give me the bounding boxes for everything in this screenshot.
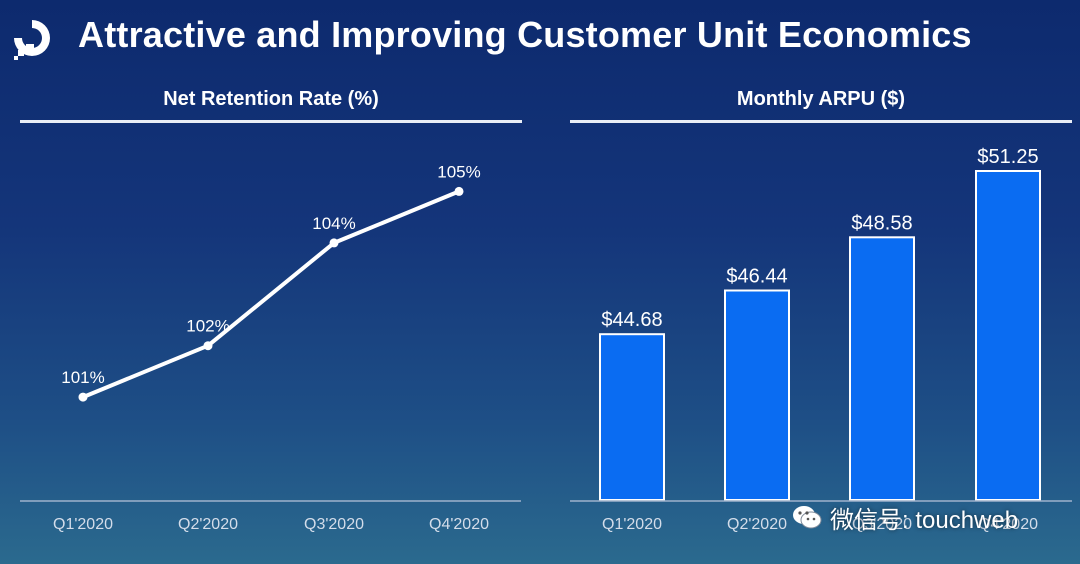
arpu-data-label: $46.44 bbox=[726, 266, 787, 288]
x-tick-label: Q3'2020 bbox=[852, 516, 912, 533]
page-title: Attractive and Improving Customer Unit E… bbox=[78, 14, 972, 55]
arpu-chart-title: Monthly ARPU ($) bbox=[736, 88, 906, 110]
watermark-text: 微信号: touchweb bbox=[830, 506, 1019, 534]
net-retention-data-label: 102% bbox=[186, 317, 229, 336]
arpu-bar bbox=[975, 170, 1041, 501]
wechat-watermark: 微信号: touchweb bbox=[790, 500, 1018, 534]
x-tick-label: Q1'2020 bbox=[602, 516, 662, 533]
wechat-icon bbox=[793, 506, 822, 529]
net-retention-panel: Net Retention Rate (%) bbox=[20, 82, 522, 123]
net-retention-data-label: 104% bbox=[312, 214, 355, 233]
arpu-bar bbox=[599, 333, 665, 502]
x-tick-label: Q3'2020 bbox=[304, 516, 364, 533]
net-retention-title-rule bbox=[20, 120, 522, 123]
arpu-title-rule bbox=[570, 120, 1072, 123]
net-retention-data-label: 101% bbox=[61, 368, 104, 387]
net-retention-data-label: 105% bbox=[437, 162, 480, 181]
arpu-bar bbox=[724, 289, 790, 501]
arpu-data-label: $48.58 bbox=[851, 212, 912, 234]
net-retention-series-line bbox=[82, 189, 460, 399]
net-retention-point bbox=[454, 186, 464, 196]
arpu-bar bbox=[849, 236, 915, 502]
net-retention-point bbox=[203, 341, 213, 351]
x-tick-label: Q2'2020 bbox=[178, 516, 238, 533]
net-retention-point bbox=[329, 238, 339, 248]
net-retention-chart-title: Net Retention Rate (%) bbox=[163, 88, 379, 110]
x-tick-label: Q2'2020 bbox=[727, 516, 787, 533]
x-tick-label: Q4'2020 bbox=[978, 516, 1038, 533]
arpu-data-label: $44.68 bbox=[601, 309, 662, 331]
digitalocean-logo-icon bbox=[14, 20, 50, 60]
arpu-data-label: $51.25 bbox=[977, 146, 1038, 168]
arpu-panel: Monthly ARPU ($) bbox=[570, 82, 1072, 123]
slide-header: Attractive and Improving Customer Unit E… bbox=[0, 0, 1080, 80]
x-tick-label: Q1'2020 bbox=[53, 516, 113, 533]
net-retention-point bbox=[78, 392, 88, 402]
x-tick-label: Q4'2020 bbox=[429, 516, 489, 533]
